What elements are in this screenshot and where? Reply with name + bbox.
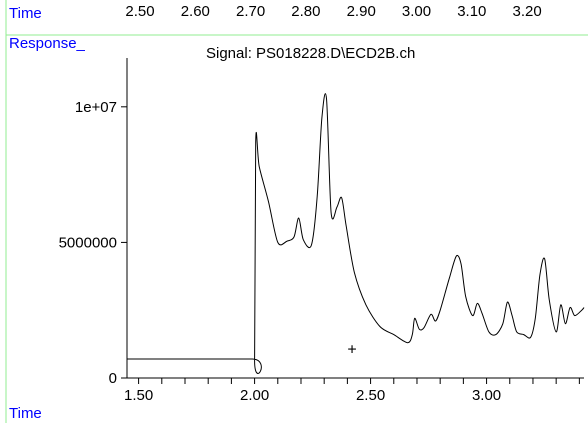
top-tick-label: 2.70 <box>236 3 265 20</box>
y-tick-label: 5000000 <box>59 234 117 251</box>
cursor-marker: + <box>347 342 356 359</box>
x-tick-label: 2.00 <box>240 387 269 404</box>
top-tick-label: 2.60 <box>181 3 210 20</box>
chart-title: Signal: PS018228.D\ECD2B.ch <box>206 45 415 62</box>
y-tick-label: 1e+07 <box>75 99 117 116</box>
top-tick-label: 3.10 <box>457 3 486 20</box>
top-axis-ticks: 2.50 2.60 2.70 2.80 2.90 3.00 3.10 3.20 <box>125 3 541 20</box>
top-tick-label: 3.20 <box>512 3 541 20</box>
top-tick-label: 2.50 <box>125 3 154 20</box>
x-tick-label: 3.00 <box>472 387 501 404</box>
x-axis-label: Time <box>9 405 42 422</box>
series-line-signal <box>127 93 585 374</box>
top-tick-label: 2.80 <box>291 3 320 20</box>
y-axis-label: Response_ <box>9 35 86 52</box>
top-tick-label: 3.00 <box>402 3 431 20</box>
top-axis-label: Time <box>9 5 42 22</box>
y-axis-ticks: 0 5000000 1e+07 <box>59 99 127 387</box>
x-tick-label: 1.50 <box>124 387 153 404</box>
top-tick-label: 2.90 <box>347 3 376 20</box>
x-axis-ticks: 1.50 2.00 2.50 3.00 <box>124 378 580 404</box>
y-tick-label: 0 <box>109 370 117 387</box>
x-tick-label: 2.50 <box>356 387 385 404</box>
